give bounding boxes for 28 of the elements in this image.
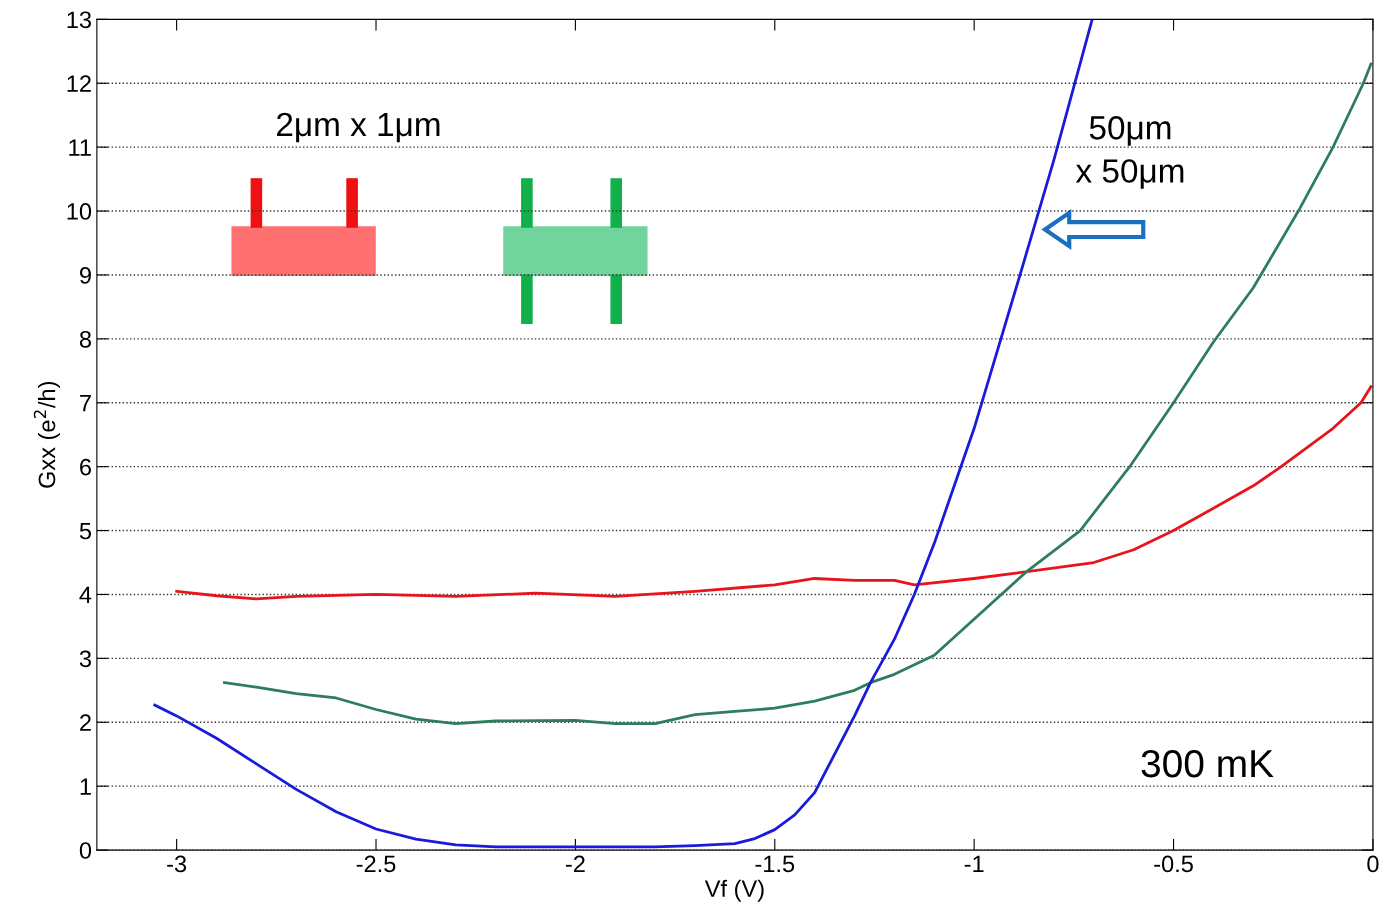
x-tick-label: -0.5 (1154, 855, 1193, 873)
line-series (223, 62, 1373, 725)
y-tick-label: 13 (67, 11, 91, 29)
x-tick-label: -1.5 (755, 855, 795, 873)
y-tick-label: 5 (79, 522, 92, 540)
y-tick-label: 3 (79, 650, 91, 668)
y-tick-label: 9 (80, 267, 91, 284)
y-tick-label: 4 (79, 586, 92, 604)
x-tick-label: 0 (1367, 855, 1379, 873)
y-tick-label: 11 (69, 139, 91, 156)
x-tick-label: -1 (964, 855, 984, 873)
y-tick-label: 10 (67, 203, 92, 220)
y-tick-label: 8 (79, 330, 91, 348)
x-tick-label: -3 (167, 855, 187, 873)
annotation: 50μm x 50μm (1075, 116, 1184, 189)
y-axis-title: Gxx (e$^{2}$/h) (33, 382, 60, 488)
y-tick-label: 7 (80, 395, 91, 412)
y-tick-label: 0 (79, 842, 92, 859)
x-tick-label: -2.5 (356, 855, 396, 873)
y-tick-label: 1 (80, 778, 91, 795)
y-tick-label: 6 (80, 458, 91, 476)
y-tick-label: 2 (80, 714, 91, 731)
x-axis-title: Vf (V) (704, 879, 764, 902)
x-tick-label: -2 (565, 855, 585, 873)
y-tick-label: 12 (67, 75, 91, 92)
annotation: 2μm x 1μm (277, 112, 440, 143)
line-series (175, 385, 1373, 601)
annotation: 300 mK (1141, 749, 1274, 778)
